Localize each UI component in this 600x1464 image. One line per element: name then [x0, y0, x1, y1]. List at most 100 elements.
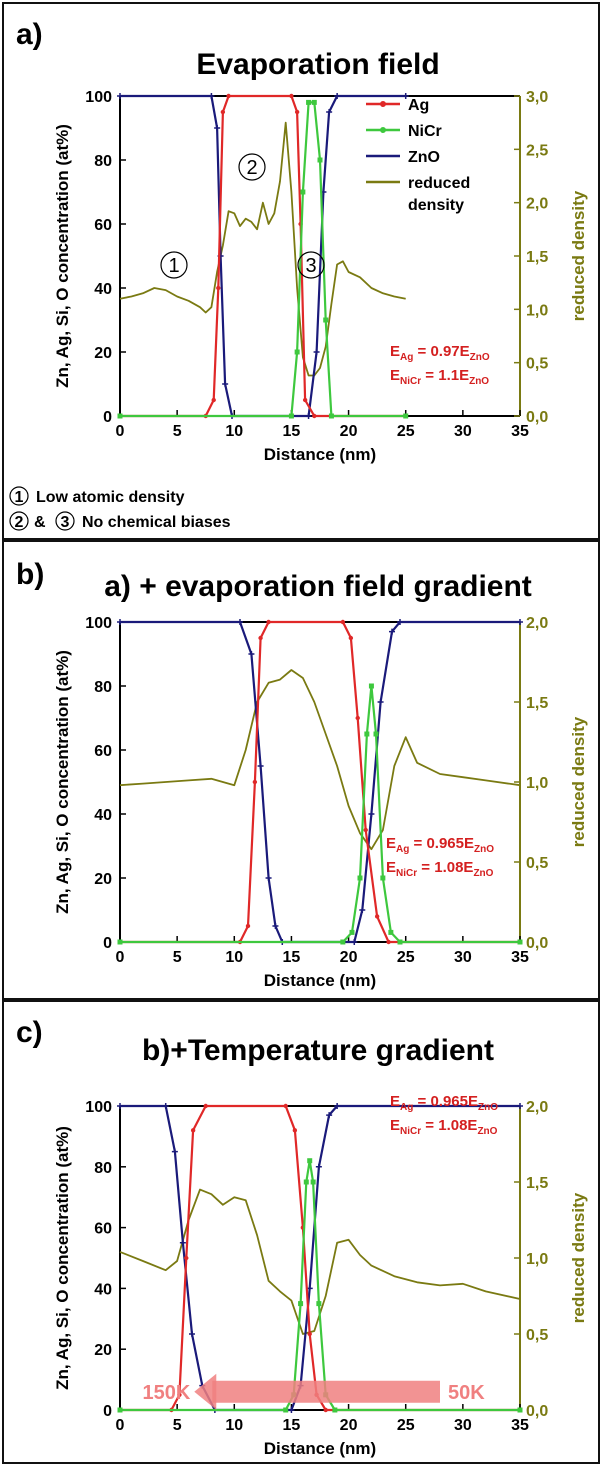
footnote-1-num: 1 [15, 489, 24, 506]
chart-b-point-ag [355, 715, 360, 721]
chart-b-point-ag [363, 827, 368, 833]
chart-a-y-tick-label: 80 [94, 153, 112, 170]
chart-b-y-axis-label: Zn, Ag, Si, O concentration (at%) [53, 650, 72, 914]
chart-a-x-axis-label: Distance (nm) [264, 445, 376, 464]
chart-c-point-ag [323, 1407, 328, 1413]
chart-a-point-ag [302, 397, 308, 403]
chart-b-point-zno [351, 939, 358, 945]
chart-a-x-tick-label: 35 [511, 423, 529, 440]
legend-zno-label: ZnO [408, 149, 440, 166]
chart-a-point-zno [326, 109, 333, 115]
chart-b-x-axis-label: Distance (nm) [264, 971, 376, 990]
chart-b-point-zno [377, 699, 384, 705]
chart-c-series-ag [120, 1104, 520, 1412]
chart-b-point-nicr [368, 683, 374, 689]
chart-b-y-tick-label: 0 [103, 935, 112, 952]
chart-a-y2-tick-label: 2,0 [526, 196, 548, 213]
chart-a-y2-tick-label: 0,0 [526, 409, 548, 426]
chart-b-y2-tick-label: 0,5 [526, 855, 548, 872]
chart-b-x-tick-label: 0 [116, 949, 125, 966]
chart-a-marker-1: 1 [160, 251, 188, 279]
chart-a-point-nicr [294, 349, 300, 355]
chart-c-y2-axis-label: reduced density [569, 1192, 588, 1323]
chart-c-point-ag [292, 1128, 298, 1133]
chart-c-annotation-nicr: ENiCr = 1.08EZnO [390, 1117, 498, 1137]
marker-2-label: 2 [246, 157, 257, 179]
chart-b-x-tick-label: 10 [225, 949, 243, 966]
temperature-arrow-to-label: 150K [142, 1382, 190, 1404]
chart-c-y-tick-label: 80 [94, 1160, 112, 1177]
chart-a-series-nicr [120, 101, 406, 418]
chart-c-plot: 0 5 10 15 20 25 30 35 0 20 40 60 80 100 0,0 0,5 1,0 1,5 2,… [53, 1099, 588, 1458]
chart-c-x-tick-label: 5 [173, 1417, 182, 1434]
legend-density-label: reduced density [408, 175, 470, 214]
chart-c-temperature-arrow: 150K 50K [142, 1373, 485, 1410]
chart-c-y-tick-label: 100 [85, 1099, 112, 1116]
panel-c-label: c) [16, 1016, 43, 1049]
chart-a-legend: Ag NiCr ZnO reduced density [366, 97, 470, 214]
chart-b-point-zno [257, 763, 264, 769]
chart-a-point-zno [402, 93, 409, 99]
chart-a-annotation-nicr: ENiCr = 1.1EZnO [390, 367, 489, 387]
chart-a-point-zno [214, 125, 221, 131]
chart-c-x-tick-label: 15 [283, 1417, 301, 1434]
chart-b-point-zno [359, 907, 366, 913]
chart-a-annotation-ag-sub2: ZnO [470, 352, 490, 363]
chart-b-point-zno [389, 628, 395, 635]
footnote-2-num: 2 [15, 514, 24, 531]
marker-3-circle [297, 251, 325, 279]
chart-a-point-nicr [117, 413, 123, 419]
chart-a-point-ag [216, 285, 221, 291]
chart-b-y2-tick-label: 2,0 [526, 615, 548, 632]
temperature-arrow-from-label: 50K [448, 1382, 485, 1404]
chart-a-plot: 0 5 10 15 20 25 30 35 0 20 40 60 80 100 0,0 0,5 1,0 1,5 2,… [53, 89, 588, 464]
chart-a-point-zno [305, 413, 312, 419]
chart-a-point-ag [312, 413, 317, 419]
chart-a-point-zno [313, 349, 320, 355]
chart-a-annotation-nicr-sub2: ZnO [469, 376, 489, 387]
chart-c-point-ag [283, 1103, 288, 1109]
chart-b-point-zno [397, 619, 403, 625]
chart-a-y-tick-label: 20 [94, 345, 112, 362]
chart-a-x-tick-label: 5 [173, 423, 182, 440]
footnote-3-circle [55, 511, 75, 531]
chart-a-y2-axis-label: reduced density [569, 190, 588, 321]
marker-1-circle [160, 251, 188, 279]
chart-c-x-axis-label: Distance (nm) [264, 1439, 376, 1458]
chart-c-point-nicr [517, 1407, 523, 1413]
chart-a-annotation-ag: EAg = 0.97EZnO [390, 343, 490, 363]
chart-c-point-ag [307, 1331, 312, 1337]
chart-b-series-nicr [120, 684, 520, 944]
chart-b-annotation-nicr-mid: = 1.08E [417, 859, 473, 876]
chart-b-point-zno [517, 619, 523, 625]
chart-a-point-nicr [300, 189, 306, 195]
chart-c-title: b)+Temperature gradient [142, 1034, 494, 1067]
chart-a-svg: a) Evaporation field 0 5 10 15 20 25 30 35 0 20 40… [9, 18, 588, 531]
chart-a-x-tick-label: 15 [283, 423, 301, 440]
chart-a-y2-tick-label: 1,0 [526, 302, 548, 319]
chart-b-point-nicr [397, 939, 403, 945]
chart-b-point-zno [272, 923, 279, 929]
chart-c-y-axis-label: Zn, Ag, Si, O concentration (at%) [53, 1126, 72, 1390]
legend-density-label-1: reduced [408, 175, 470, 192]
chart-a-point-nicr [323, 317, 329, 323]
chart-b-x-tick-label: 35 [511, 949, 529, 966]
chart-a-point-nicr [288, 413, 294, 419]
chart-a-y-tick-label: 0 [103, 409, 112, 426]
chart-b-point-ag [266, 619, 271, 625]
chart-c-annotation-ag: EAg = 0.965EZnO [390, 1093, 498, 1113]
chart-b-annotation-nicr-sub1: NiCr [396, 868, 417, 879]
chart-a-x-tick-label: 20 [340, 423, 358, 440]
chart-c-y2-tick-label: 0,0 [526, 1403, 548, 1420]
chart-a-footnotes: 1 Low atomic density 2 & 3 No chemical b… [9, 486, 231, 531]
footnote-1-circle [9, 486, 29, 506]
panel-a-label: a) [16, 18, 43, 51]
chart-a-annotation-ag-sub1: Ag [400, 352, 413, 363]
chart-a-y-tick-label: 40 [94, 281, 112, 298]
chart-c-point-ag [190, 1128, 196, 1133]
chart-a-series-ag [120, 94, 406, 418]
chart-c-y-tick-label: 0 [103, 1403, 112, 1420]
marker-1-label: 1 [168, 255, 179, 277]
chart-c-y-tick-label: 60 [94, 1221, 112, 1238]
chart-c-annotation-nicr-sub2: ZnO [477, 1126, 497, 1137]
